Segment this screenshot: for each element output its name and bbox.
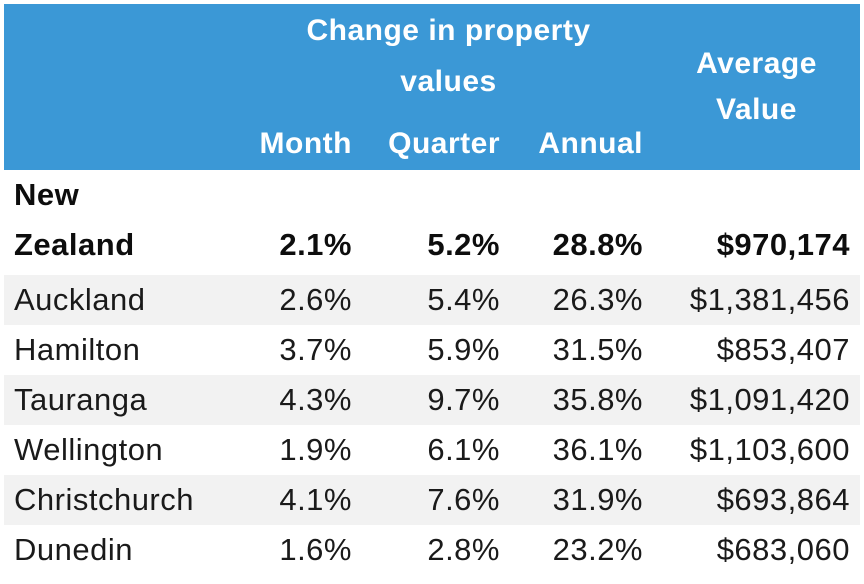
month-cell: 3.7% xyxy=(244,325,362,375)
month-cell: 4.1% xyxy=(244,475,362,525)
annual-cell: 28.8% xyxy=(510,170,653,275)
table-row: Tauranga 4.3% 9.7% 35.8% $1,091,420 xyxy=(4,375,860,425)
region-cell: Christchurch xyxy=(4,475,244,525)
region-value: Hamilton xyxy=(14,332,141,367)
average-value-value: $683,060 xyxy=(716,532,850,567)
annual-cell: 36.1% xyxy=(510,425,653,475)
month-value: 1.6% xyxy=(279,532,352,567)
quarter-value: 9.7% xyxy=(427,382,500,417)
annual-value: 31.9% xyxy=(552,482,643,517)
annual-cell: 31.5% xyxy=(510,325,653,375)
annual-value: 26.3% xyxy=(552,282,643,317)
average-value-cell: $693,864 xyxy=(653,475,860,525)
region-cell: Hamilton xyxy=(4,325,244,375)
annual-cell: 23.2% xyxy=(510,525,653,575)
month-value: 4.3% xyxy=(279,382,352,417)
header-row-top: Change in property values Average Value xyxy=(4,4,860,170)
average-value-value: $1,091,420 xyxy=(689,382,850,417)
month-cell: 2.6% xyxy=(244,275,362,325)
header-row-columns: Month Quarter Annual xyxy=(4,108,860,170)
region-value: New Zealand xyxy=(14,177,135,262)
table-row: Dunedin 1.6% 2.8% 23.2% $683,060 xyxy=(4,525,860,575)
average-value-value: $1,381,456 xyxy=(689,282,850,317)
annual-cell: 31.9% xyxy=(510,475,653,525)
quarter-cell: 7.6% xyxy=(362,475,510,525)
month-value: 2.1% xyxy=(279,227,352,262)
region-cell: Dunedin xyxy=(4,525,244,575)
table-row: Christchurch 4.1% 7.6% 31.9% $693,864 xyxy=(4,475,860,525)
quarter-value: 7.6% xyxy=(427,482,500,517)
quarter-cell: 9.7% xyxy=(362,375,510,425)
month-value: 1.9% xyxy=(279,432,352,467)
average-value-value: $693,864 xyxy=(716,482,850,517)
quarter-cell: 5.2% xyxy=(362,170,510,275)
average-value-value: $1,103,600 xyxy=(689,432,850,467)
month-cell: 1.6% xyxy=(244,525,362,575)
region-cell: Auckland xyxy=(4,275,244,325)
annual-value: 35.8% xyxy=(552,382,643,417)
region-header-empty-cell xyxy=(4,4,244,170)
quarter-value: 5.2% xyxy=(427,227,500,262)
annual-value: 23.2% xyxy=(552,532,643,567)
region-value: Auckland xyxy=(14,282,146,317)
table-row: Hamilton 3.7% 5.9% 31.5% $853,407 xyxy=(4,325,860,375)
quarter-cell: 5.4% xyxy=(362,275,510,325)
average-value-value: $970,174 xyxy=(716,227,850,262)
table-body: New Zealand 2.1% 5.2% 28.8% $970,174 Auckland… xyxy=(4,170,860,575)
average-value-cell: $1,091,420 xyxy=(653,375,860,425)
month-value: 4.1% xyxy=(279,482,352,517)
month-cell: 4.3% xyxy=(244,375,362,425)
average-value-header: Average Value xyxy=(696,47,817,126)
table-row: New Zealand 2.1% 5.2% 28.8% $970,174 xyxy=(4,170,860,275)
annual-cell: 26.3% xyxy=(510,275,653,325)
month-cell: 1.9% xyxy=(244,425,362,475)
month-cell: 2.1% xyxy=(244,170,362,275)
quarter-cell: 5.9% xyxy=(362,325,510,375)
property-values-table: Change in property values Average Value … xyxy=(4,4,860,575)
average-value-cell: $970,174 xyxy=(653,170,860,275)
quarter-value: 5.9% xyxy=(427,332,500,367)
region-value: Wellington xyxy=(14,432,164,467)
average-value-value: $853,407 xyxy=(716,332,850,367)
table-row: Auckland 2.6% 5.4% 26.3% $1,381,456 xyxy=(4,275,860,325)
quarter-value: 6.1% xyxy=(427,432,500,467)
region-value: Christchurch xyxy=(14,482,194,517)
group-title: Change in property values xyxy=(306,14,591,98)
region-cell: Tauranga xyxy=(4,375,244,425)
average-value-cell: $1,103,600 xyxy=(653,425,860,475)
table-row: Wellington 1.9% 6.1% 36.1% $1,103,600 xyxy=(4,425,860,475)
month-value: 3.7% xyxy=(279,332,352,367)
region-cell: New Zealand xyxy=(4,170,244,275)
month-value: 2.6% xyxy=(279,282,352,317)
average-value-cell: $683,060 xyxy=(653,525,860,575)
region-value: Dunedin xyxy=(14,532,133,567)
quarter-value: 2.8% xyxy=(427,532,500,567)
table-header: Change in property values Average Value … xyxy=(4,4,860,170)
quarter-value: 5.4% xyxy=(427,282,500,317)
col-header-quarter: Quarter xyxy=(362,108,510,170)
quarter-cell: 2.8% xyxy=(362,525,510,575)
annual-value: 36.1% xyxy=(552,432,643,467)
annual-value: 28.8% xyxy=(552,227,643,262)
group-header-cell: Change in property values xyxy=(244,4,653,108)
average-value-header-cell: Average Value xyxy=(653,4,860,170)
average-value-cell: $853,407 xyxy=(653,325,860,375)
col-header-annual: Annual xyxy=(510,108,653,170)
annual-value: 31.5% xyxy=(552,332,643,367)
annual-cell: 35.8% xyxy=(510,375,653,425)
col-header-month: Month xyxy=(244,108,362,170)
quarter-cell: 6.1% xyxy=(362,425,510,475)
region-value: Tauranga xyxy=(14,382,148,417)
average-value-cell: $1,381,456 xyxy=(653,275,860,325)
region-cell: Wellington xyxy=(4,425,244,475)
